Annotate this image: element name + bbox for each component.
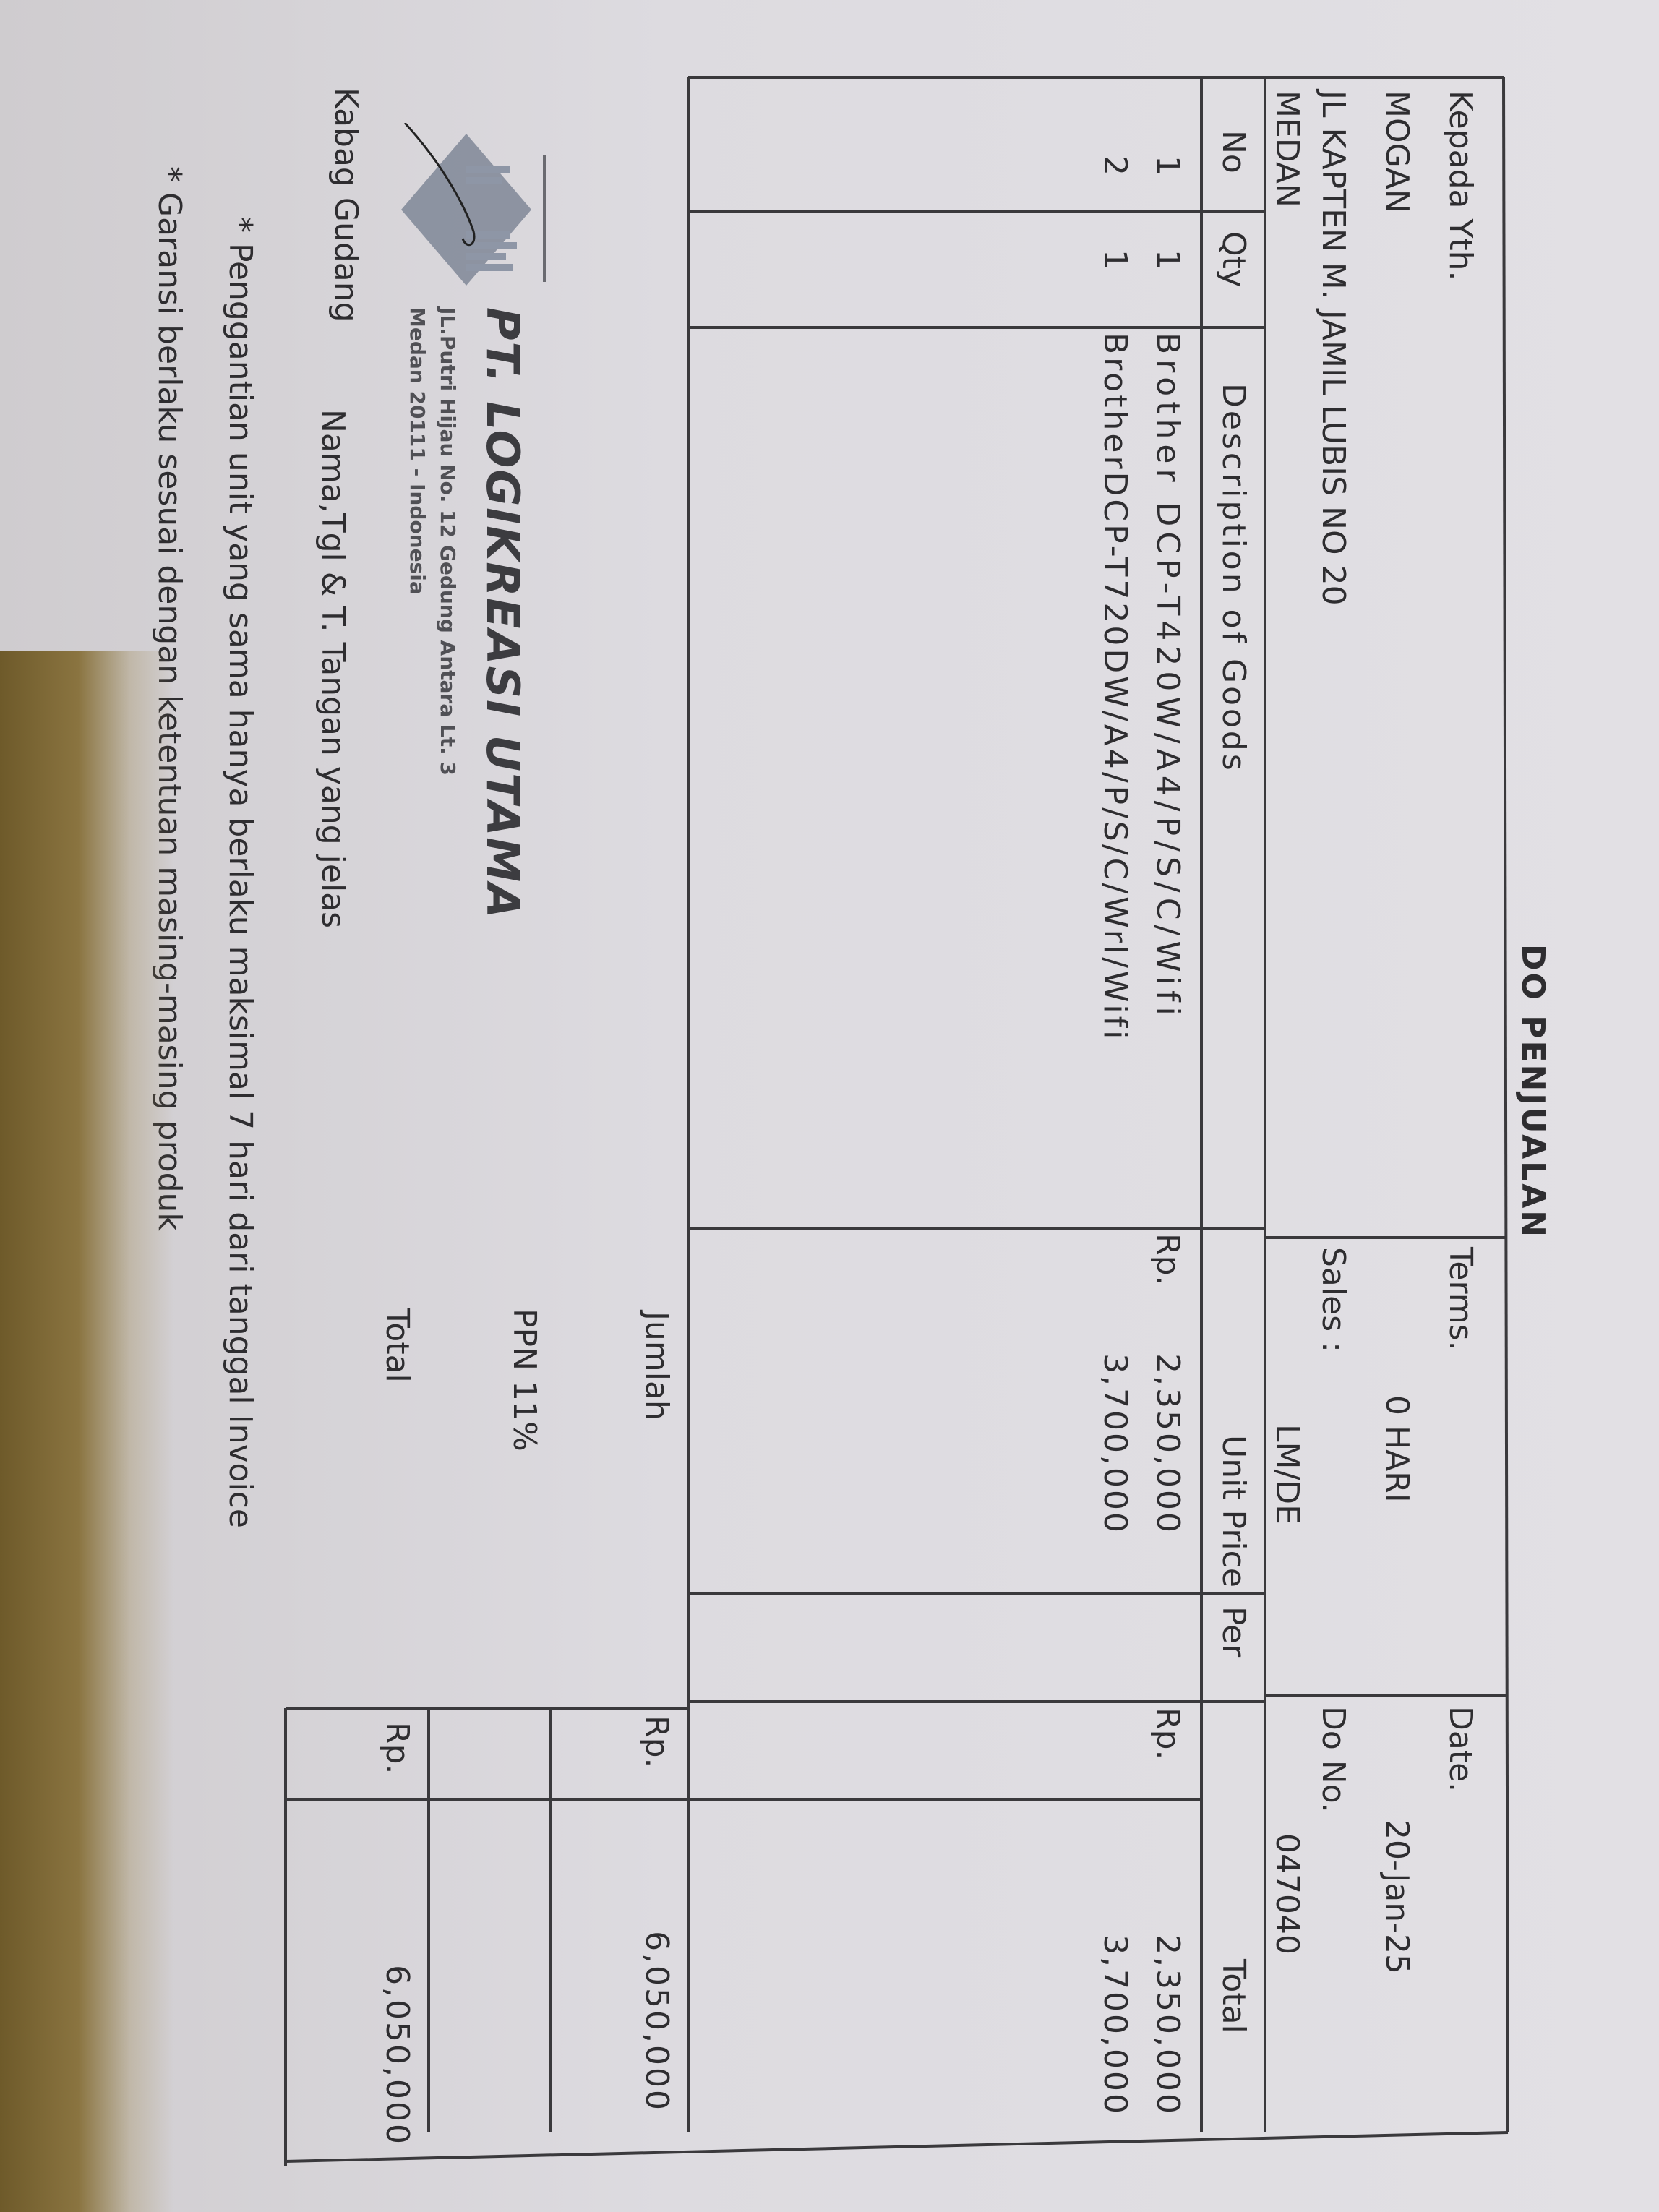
column-header-per: Per xyxy=(1215,1606,1252,1658)
sales-value: LM/DE xyxy=(1269,1424,1306,1525)
item-unit-currency: Rp. xyxy=(1149,1233,1186,1286)
item-unit-price: 2,350,000 xyxy=(1149,1353,1186,1535)
sales-label: Sales : xyxy=(1315,1247,1352,1353)
recipient-name: MOGAN xyxy=(1379,90,1415,213)
stamp-address-line1: JL.Putri Hijau No. 12 Gedung Antara Lt. … xyxy=(436,307,460,776)
item-no: 1 xyxy=(1149,155,1186,176)
table-right-border xyxy=(285,2131,1509,2163)
item-description: BrotherDCP-T720DW/A4/P/S/C/Wrl/Wifi xyxy=(1097,333,1133,1042)
item-description: Brother DCP-T420W/A4/P/S/C/Wifi xyxy=(1149,333,1186,1021)
table-top-border xyxy=(1502,77,1509,2133)
company-logo-icon xyxy=(401,123,546,286)
item-qty: 1 xyxy=(1149,249,1186,270)
item-unit-price: 3,700,000 xyxy=(1097,1353,1133,1535)
signature-instruction: Nama,Tgl & T. Tangan yang jelas xyxy=(314,409,351,929)
total-label: Total xyxy=(379,1308,416,1383)
item-total: 2,350,000 xyxy=(1149,1934,1186,2116)
total-currency: Rp. xyxy=(379,1722,416,1775)
column-header-description: Description of Goods xyxy=(1215,383,1252,773)
note-replacement: * Penggantian unit yang sama hanya berla… xyxy=(222,217,259,1528)
terms-value: 0 HARI xyxy=(1379,1395,1415,1503)
terms-label: Terms. xyxy=(1442,1247,1479,1351)
item-qty: 1 xyxy=(1097,249,1133,270)
recipient-city: MEDAN xyxy=(1269,90,1306,207)
item-no: 2 xyxy=(1097,155,1133,176)
item-total-currency: Rp. xyxy=(1149,1707,1186,1760)
stamp-address-line2: Medan 20111 - Indonesia xyxy=(406,307,429,595)
item-total: 3,700,000 xyxy=(1097,1934,1133,2116)
date-label: Date. xyxy=(1442,1706,1479,1793)
subtotal-label: Jumlah xyxy=(638,1311,675,1420)
stamp-company-name: PT. LOGIKREASI UTAMA xyxy=(476,307,529,920)
recipient-label: Kepada Yth. xyxy=(1442,90,1479,281)
tax-label: PPN 11% xyxy=(506,1308,543,1452)
signature-role: Kabag Gudang xyxy=(327,87,364,322)
document-title: DO PENJUALAN xyxy=(1514,944,1551,1240)
signature-icon xyxy=(403,123,476,247)
date-value: 20-Jan-25 xyxy=(1379,1819,1415,1975)
do-number-value: 047040 xyxy=(1269,1833,1306,1955)
hand-shadow xyxy=(0,651,173,2212)
column-header-no: No xyxy=(1215,130,1252,173)
column-header-qty: Qty xyxy=(1215,231,1252,288)
do-number-label: Do No. xyxy=(1315,1706,1352,1813)
column-header-total: Total xyxy=(1215,1959,1252,2033)
subtotal-currency: Rp. xyxy=(638,1715,675,1768)
total-value: 6,050,000 xyxy=(379,1965,416,2146)
column-header-unit-price: Unit Price xyxy=(1215,1435,1252,1587)
recipient-address: JL KAPTEN M. JAMIL LUBIS NO 20 xyxy=(1315,90,1352,606)
subtotal-value: 6,050,000 xyxy=(638,1931,675,2112)
